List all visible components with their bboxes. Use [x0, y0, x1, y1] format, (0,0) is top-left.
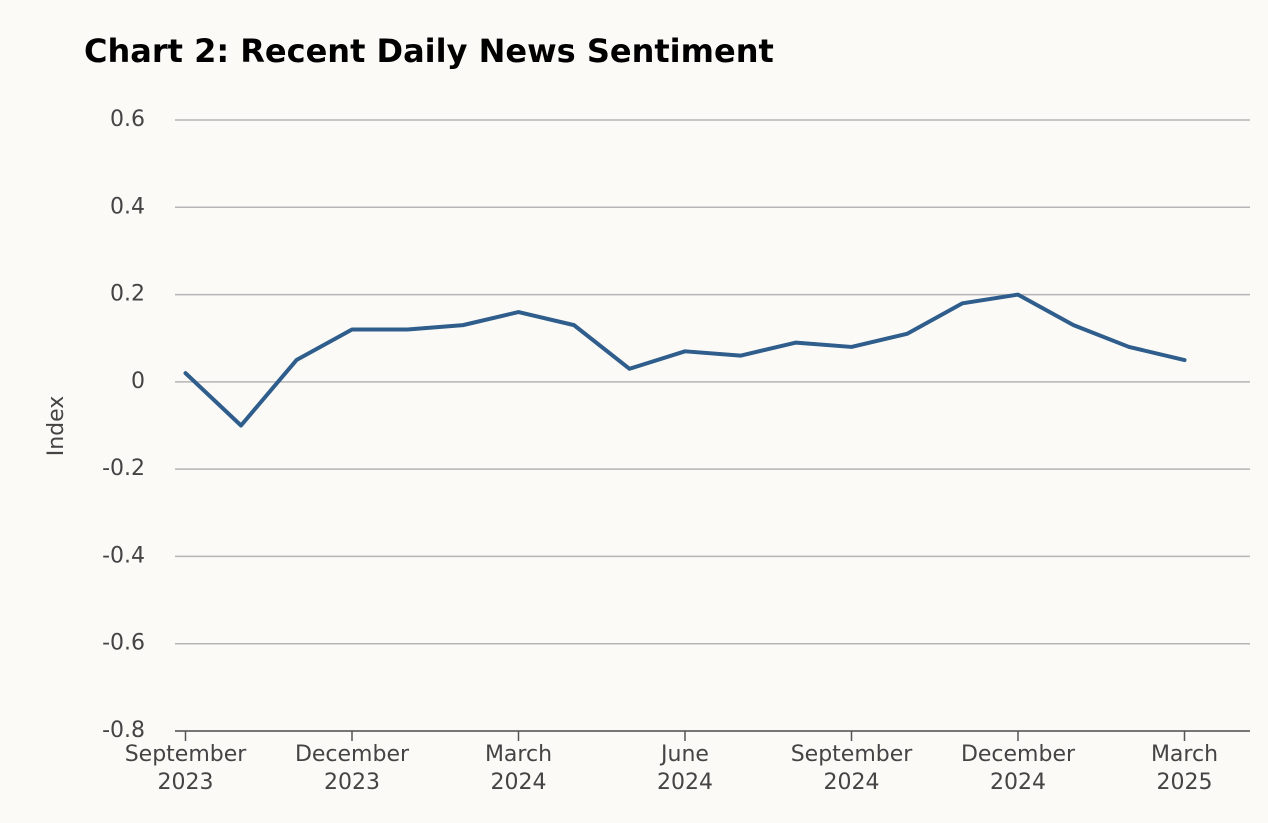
- x-tick-label: September 2024: [791, 742, 914, 795]
- x-tick-label-line: December: [295, 742, 410, 767]
- x-tick-label: September 2023: [125, 742, 248, 795]
- x-tick-label-line: March: [485, 742, 552, 767]
- x-tick-label-line: 2025: [1157, 770, 1213, 795]
- y-tick-label: -0.4: [102, 543, 145, 568]
- x-tick-label: March 2025: [1151, 742, 1218, 795]
- x-tick-label: December 2024: [961, 742, 1076, 795]
- x-tick-label-line: September: [125, 742, 248, 767]
- x-tick-label: June 2024: [657, 742, 713, 795]
- line: [183, 292, 1187, 428]
- y-tick-label: -0.8: [102, 718, 145, 743]
- x-tick-label-line: March: [1151, 742, 1218, 767]
- y-axis-label: Index: [44, 396, 69, 457]
- x-tick-label-line: 2023: [324, 770, 380, 795]
- x-tick-label-line: 2023: [158, 770, 214, 795]
- x-tick-label: December 2023: [295, 742, 410, 795]
- x-tick-label-line: 2024: [990, 770, 1046, 795]
- x-tick-label-line: 2024: [491, 770, 547, 795]
- y-tick-label: 0: [131, 369, 145, 394]
- chart-title: Chart 2: Recent Daily News Sentiment: [84, 32, 774, 70]
- y-tick-label: -0.6: [102, 631, 145, 656]
- x-tick-label-line: June: [659, 742, 709, 767]
- y-tick-label: 0.2: [110, 282, 145, 307]
- x-tick-label-line: 2024: [657, 770, 713, 795]
- x-tick-label-line: 2024: [824, 770, 880, 795]
- y-tick-label: 0.6: [110, 107, 145, 132]
- y-tick-label: -0.2: [102, 456, 145, 481]
- x-tick-label-line: September: [791, 742, 914, 767]
- x-tick-label-line: December: [961, 742, 1076, 767]
- x-tick-label: March 2024: [485, 742, 552, 795]
- y-tick-label: 0.4: [110, 194, 145, 219]
